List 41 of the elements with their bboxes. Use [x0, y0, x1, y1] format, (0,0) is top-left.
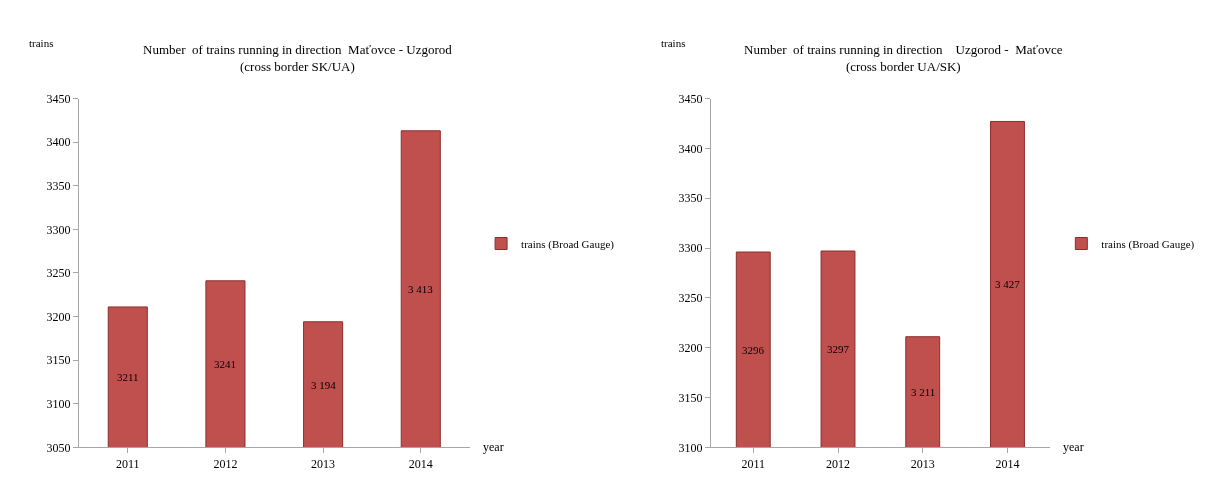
y-tick-label: 3300	[46, 222, 71, 237]
y-tick-label: 3350	[46, 178, 71, 193]
data-label: 3 194	[311, 379, 337, 391]
chart-title: Number of trains running in direction Uzgorod - Maťovce (cross border UA/SK)	[744, 42, 1063, 74]
y-tick-label: 3200	[678, 340, 703, 355]
data-label: 3 211	[911, 386, 936, 398]
y-tick-label: 3350	[678, 191, 703, 206]
y-tick-label: 3100	[678, 440, 703, 455]
x-tick-label: 2011	[741, 456, 766, 471]
y-tick-label: 3250	[46, 266, 71, 281]
y-tick-label: 3400	[46, 135, 71, 150]
x-tick-label: 2013	[311, 456, 336, 471]
y-tick-label: 3250	[678, 291, 703, 306]
legend-label: trains (Broad Gauge)	[1101, 237, 1195, 251]
y-tick-label: 3150	[46, 353, 71, 368]
data-label: 3297	[827, 343, 850, 355]
chart-title: Number of trains running in direction Maťovce - Uzgorod (cross border SK/UA)	[143, 42, 453, 74]
data-label: 3 427	[995, 278, 1021, 290]
y-axis-title: trains	[661, 37, 686, 49]
x-tick-label: 2014	[408, 456, 433, 471]
x-tick-label: 2013	[910, 456, 935, 471]
legend-label: trains (Broad Gauge)	[521, 237, 615, 251]
y-tick-label: 3300	[678, 241, 703, 256]
x-tick-label: 2011	[115, 456, 140, 471]
y-tick-label: 3100	[46, 396, 71, 411]
y-tick-label: 3400	[678, 141, 703, 156]
x-axis-title: year	[483, 440, 504, 454]
data-label: 3241	[214, 358, 236, 370]
x-tick-label: 2012	[826, 456, 850, 471]
x-axis-title: year	[1063, 440, 1084, 454]
data-label: 3211	[117, 371, 139, 383]
y-tick-label: 3050	[46, 440, 71, 455]
data-label: 3 413	[408, 283, 434, 295]
x-tick-label: 2012	[213, 456, 238, 471]
y-tick-label: 3200	[46, 309, 71, 324]
y-axis-title: trains	[29, 37, 54, 49]
y-tick-label: 3450	[46, 91, 71, 106]
y-tick-label: 3450	[678, 91, 703, 106]
x-tick-label: 2014	[995, 456, 1020, 471]
data-label: 3296	[742, 344, 765, 356]
y-tick-label: 3150	[678, 390, 703, 405]
